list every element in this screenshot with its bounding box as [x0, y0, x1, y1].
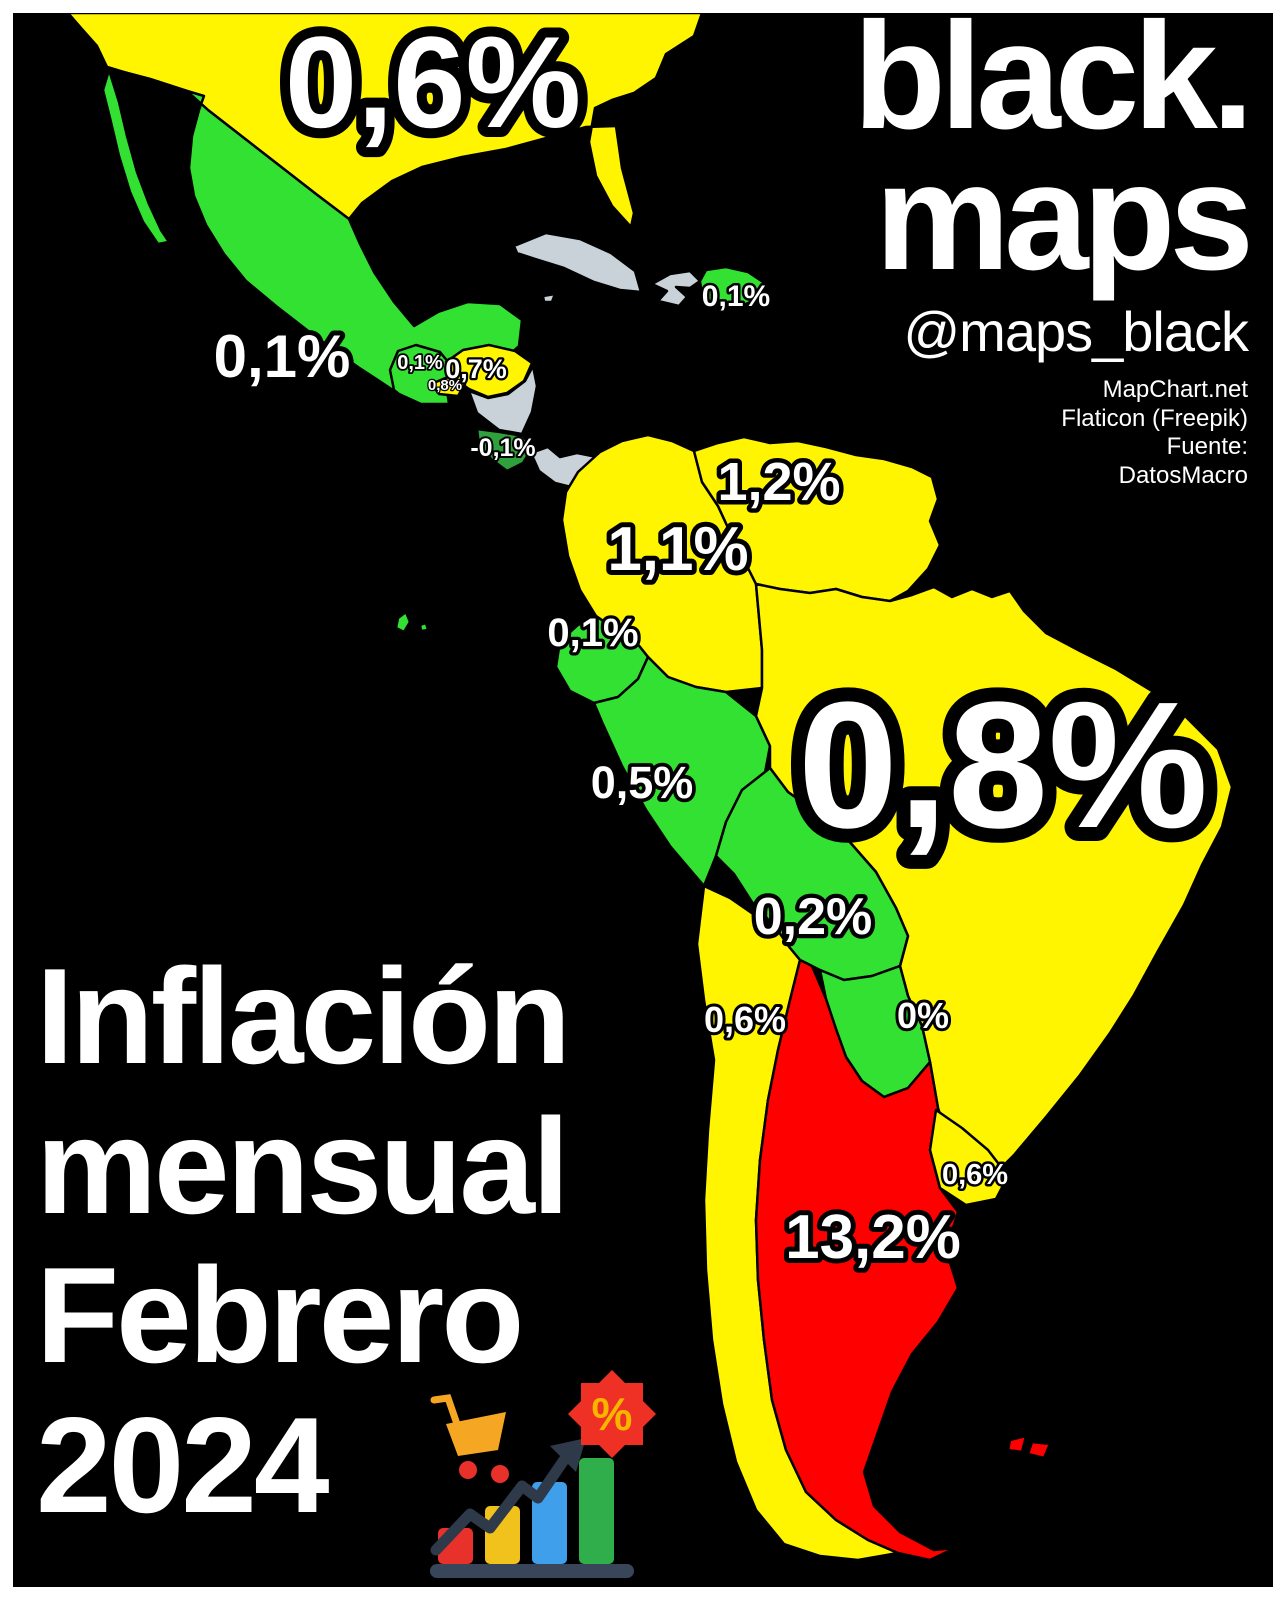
cart-wheel-left — [459, 1461, 477, 1479]
inflation-cart-chart-icon: % — [430, 1370, 656, 1578]
map-title: Inflación mensual Febrero 2024 — [36, 940, 571, 1541]
title-line-2: mensual — [36, 1089, 570, 1242]
title-line-4: 2024 — [36, 1388, 330, 1541]
percent-badge-icon — [568, 1370, 656, 1458]
label-ecuador: 0,1% — [547, 611, 638, 655]
country-nicaragua — [467, 364, 539, 436]
credit-line: MapChart.net — [1102, 375, 1248, 403]
label-brazil: 0,8% — [798, 665, 1208, 866]
logo-line-2: maps — [874, 132, 1254, 303]
branding-block: black. maps @maps_black MapChart.net Fla… — [853, 0, 1254, 491]
cart-wheel-right — [491, 1465, 509, 1483]
label-chile: 0,6% — [704, 999, 786, 1040]
credits-block: MapChart.net Flaticon (Freepik) Fuente: … — [853, 376, 1248, 491]
title-line-3: Febrero — [36, 1239, 524, 1392]
label-venezuela: 1,2% — [717, 452, 840, 512]
label-el-salvador: 0,8% — [428, 377, 462, 394]
label-honduras: 0,7% — [445, 354, 507, 384]
bar-chart-base — [430, 1564, 634, 1578]
label-peru: 0,5% — [591, 757, 694, 808]
country-venezuela — [692, 435, 942, 603]
falkland-islands — [1006, 1434, 1052, 1460]
label-mexico: 0,1% — [214, 323, 351, 390]
credit-line: Fuente: — [1166, 433, 1248, 461]
logo-line-1: black. — [853, 0, 1254, 161]
label-costa-rica: -0,1% — [470, 434, 535, 462]
countries-layer — [66, 11, 1234, 1562]
label-guatemala: 0,1% — [397, 352, 443, 374]
credit-line: Flaticon (Freepik) — [1061, 404, 1248, 432]
shopping-cart-icon — [446, 1412, 506, 1456]
label-colombia: 1,1% — [607, 515, 748, 584]
bar-green — [579, 1458, 614, 1564]
label-bolivia: 0,2% — [754, 888, 873, 946]
country-costa-rica — [475, 427, 534, 473]
label-usa: 0,6% — [285, 9, 581, 155]
title-line-1: Inflación — [36, 940, 571, 1092]
percent-badge-glyph: % — [592, 1388, 633, 1440]
country-el-salvador — [429, 375, 467, 398]
trend-arrow-icon — [430, 1454, 570, 1556]
social-handle: @maps_black — [903, 299, 1249, 363]
country-haiti — [650, 269, 702, 308]
trend-arrowhead — [550, 1438, 586, 1472]
label-argentina: 13,2% — [785, 1203, 961, 1272]
galapagos-islands — [394, 610, 430, 634]
shopping-cart-handle — [430, 1394, 461, 1428]
value-labels-layer: 0,6% 0,1% 0,1% 0,1% 0,7% 0,8% -0,1% 1,1%… — [209, 0, 1223, 1277]
country-dominican-republic — [698, 265, 768, 309]
label-paraguay: 0% — [897, 995, 949, 1036]
country-cuba — [512, 231, 643, 304]
label-uruguay: 0,6% — [942, 1159, 1008, 1191]
credit-line: DatosMacro — [1118, 462, 1248, 490]
country-argentina — [754, 958, 960, 1562]
country-uruguay — [928, 1108, 1010, 1207]
country-peru — [592, 655, 772, 888]
label-dominican-republic: 0,1% — [702, 280, 770, 313]
